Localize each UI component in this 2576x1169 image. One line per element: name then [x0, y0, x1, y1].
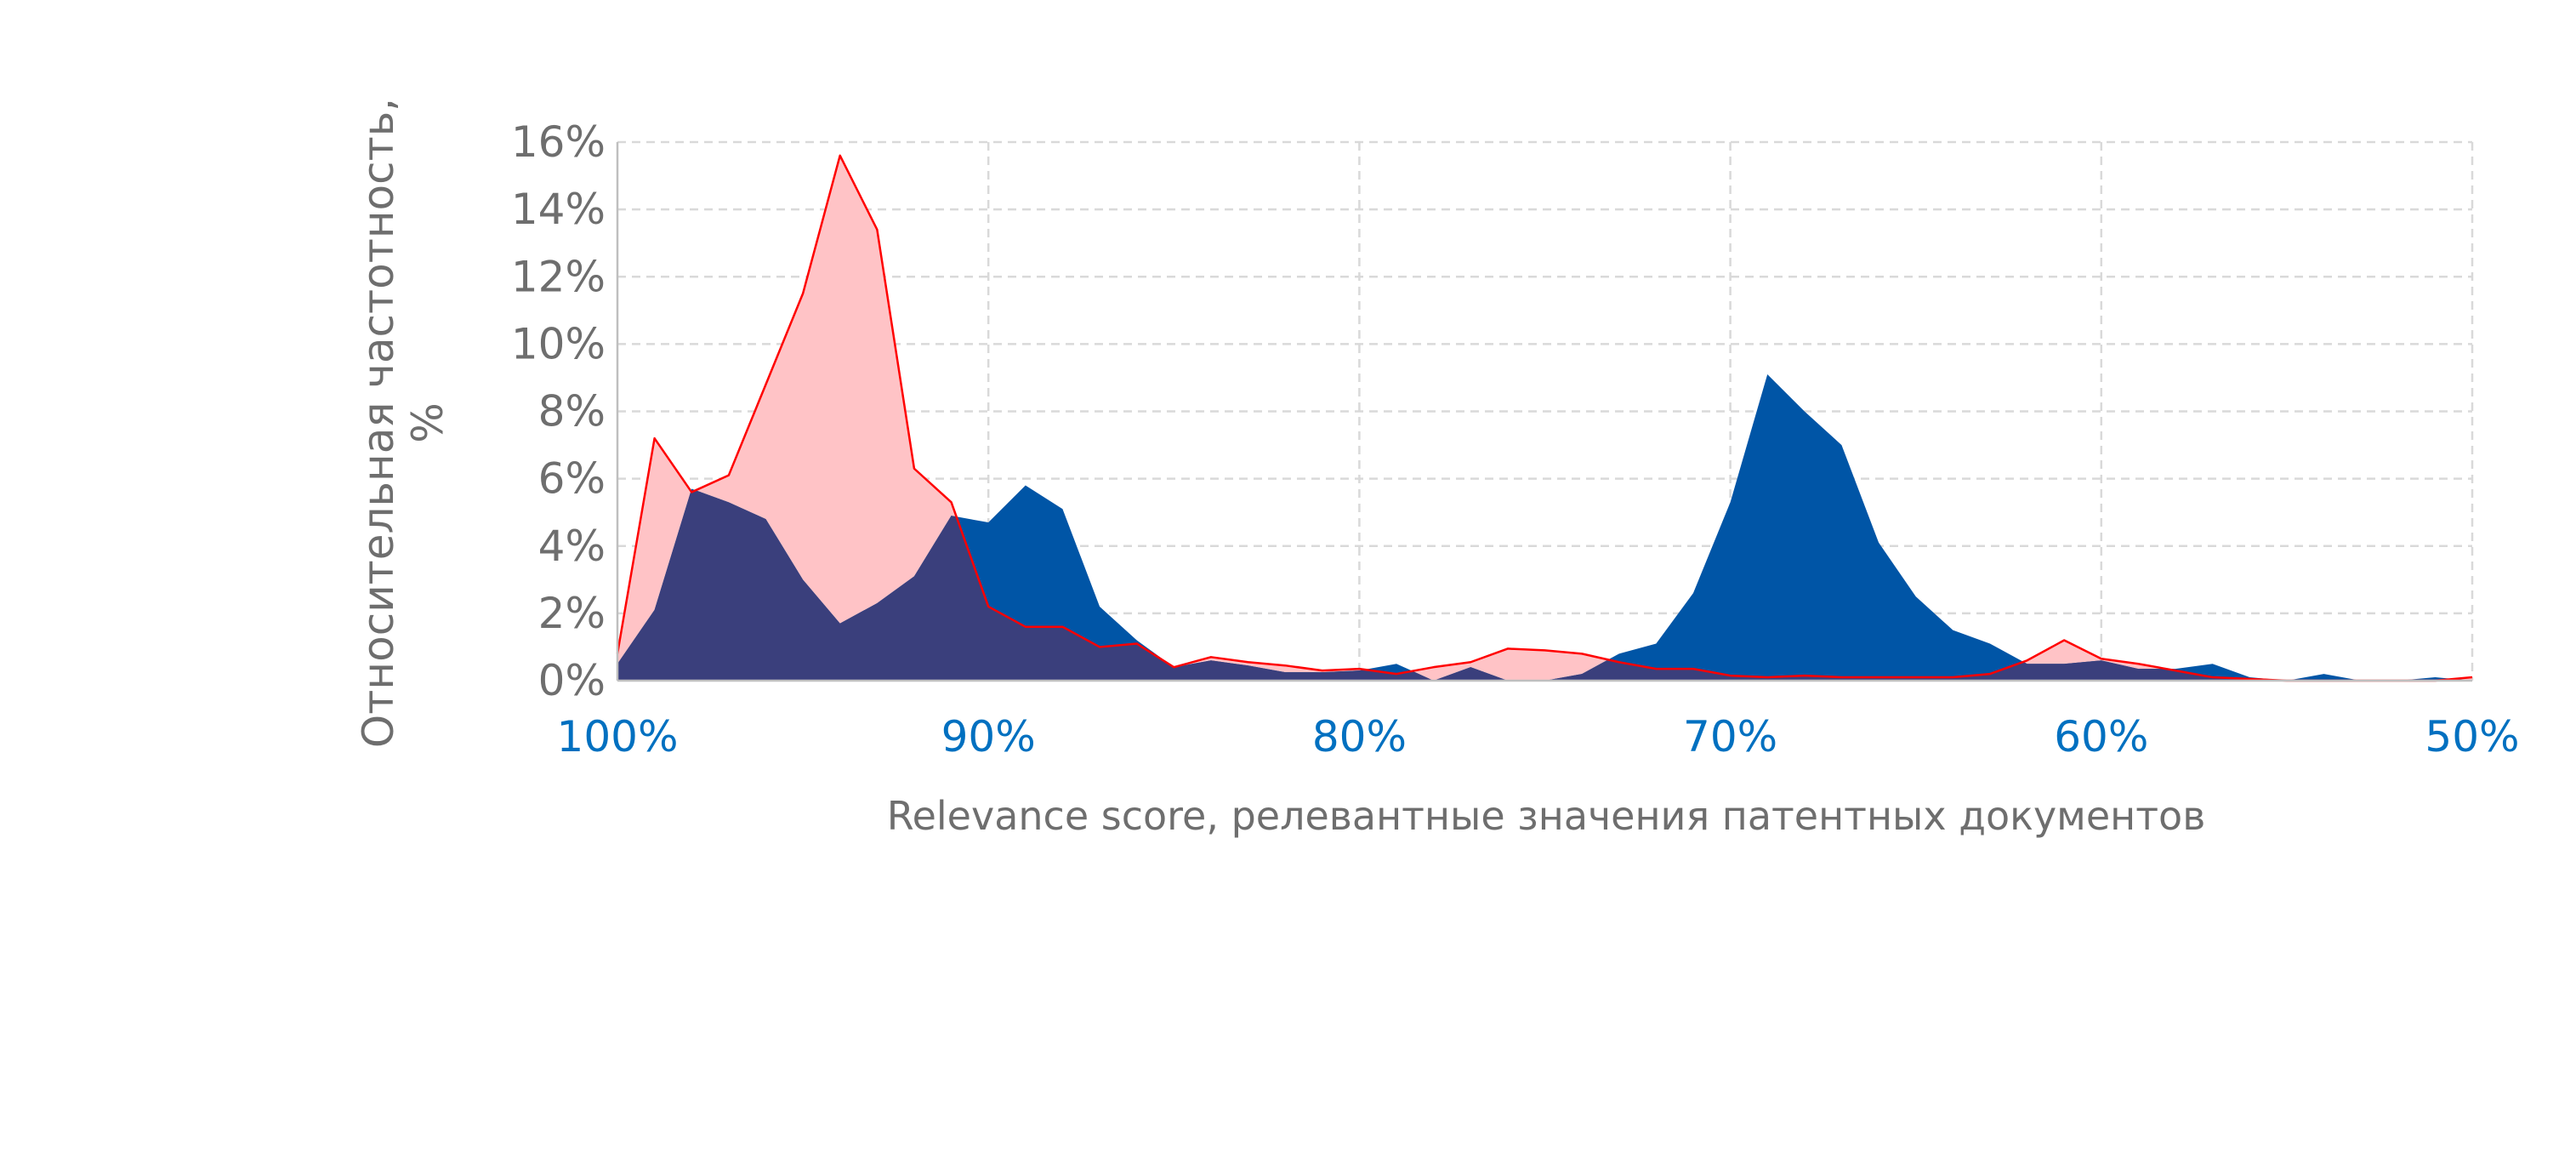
x-tick-label: 80%: [1312, 712, 1407, 761]
series-2-line: [616, 154, 2473, 682]
y-tick-label: 16%: [511, 117, 606, 167]
y-tick-label: 2%: [538, 589, 606, 638]
x-tick-label: 100%: [557, 712, 679, 761]
x-axis-title: Relevance score, релевантные значения па…: [887, 793, 2206, 839]
x-tick-label: 90%: [941, 712, 1036, 761]
series-1-area: [617, 374, 2472, 681]
x-tick-label: 60%: [2054, 712, 2148, 761]
tick-labels: 0% 2% 4% 6% 8% 10% 12% 14% 16% 100% 90% 80% 70% 60% 50…: [511, 117, 2520, 761]
y-tick-label: 4%: [538, 522, 606, 571]
y-tick-label: 14%: [511, 185, 606, 234]
x-tick-label: 70%: [1683, 712, 1777, 761]
series-areas: [616, 154, 2473, 682]
y-tick-label: 8%: [538, 387, 606, 436]
y-axis-title-line-2: %: [403, 402, 452, 443]
y-axis-title-line-1: Относительная частотность,: [354, 98, 403, 748]
axes: [616, 142, 2472, 682]
y-tick-label: 12%: [511, 252, 606, 301]
y-tick-label: 10%: [511, 319, 606, 368]
y-tick-label: 6%: [538, 454, 606, 504]
y-tick-label: 0%: [538, 656, 606, 705]
x-tick-label: 50%: [2425, 712, 2519, 761]
